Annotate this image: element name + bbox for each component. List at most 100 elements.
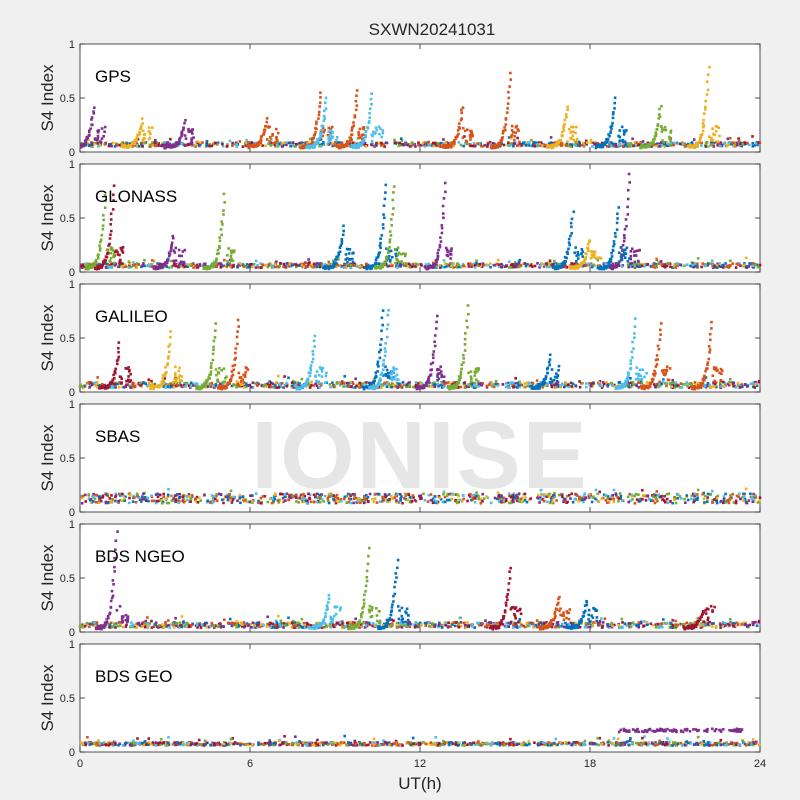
data-point	[393, 138, 396, 142]
data-point	[282, 386, 285, 389]
data-point	[716, 140, 719, 144]
data-point	[469, 144, 473, 148]
data-point	[116, 362, 119, 366]
data-point	[694, 144, 697, 147]
data-point	[493, 146, 497, 150]
data-point	[466, 128, 469, 131]
data-point	[696, 386, 700, 390]
data-point	[665, 141, 669, 145]
data-point	[349, 139, 352, 142]
data-point	[292, 379, 295, 383]
data-point	[376, 384, 379, 387]
data-point	[274, 265, 277, 269]
data-point	[118, 253, 121, 257]
data-point	[581, 382, 584, 385]
data-point	[370, 385, 373, 389]
data-point	[169, 137, 172, 141]
data-point	[162, 373, 165, 377]
data-point	[355, 89, 359, 92]
data-point	[357, 133, 360, 137]
data-point	[96, 382, 99, 385]
data-point	[390, 384, 393, 387]
data-point	[266, 265, 270, 269]
data-point	[599, 265, 602, 268]
data-point	[214, 329, 217, 332]
data-point	[595, 499, 599, 502]
data-point	[474, 384, 477, 388]
data-point	[98, 247, 102, 250]
data-point	[435, 327, 438, 330]
data-point	[623, 140, 627, 144]
data-point	[625, 224, 628, 228]
data-point	[104, 266, 108, 269]
data-point	[612, 266, 616, 269]
data-point	[616, 212, 619, 216]
data-point	[657, 347, 661, 351]
data-point	[606, 385, 609, 388]
data-point	[704, 376, 708, 379]
data-point	[393, 375, 397, 378]
data-point	[290, 381, 294, 384]
data-point	[582, 500, 585, 504]
data-point	[433, 344, 437, 348]
data-point	[235, 383, 238, 387]
data-point	[381, 323, 384, 327]
data-point	[355, 94, 358, 97]
data-point	[589, 263, 592, 267]
data-point	[586, 243, 590, 246]
data-point	[377, 254, 380, 257]
data-point	[553, 141, 557, 144]
data-point	[106, 251, 110, 255]
data-point	[374, 131, 377, 135]
data-point	[547, 144, 550, 147]
data-point	[176, 493, 179, 496]
data-point	[368, 120, 371, 123]
data-point	[528, 385, 532, 388]
data-point	[182, 261, 186, 265]
data-point	[563, 255, 567, 259]
data-point	[613, 101, 616, 105]
data-point	[379, 384, 382, 387]
data-point	[118, 262, 121, 265]
data-point	[427, 143, 431, 147]
data-point	[346, 141, 350, 144]
data-point	[537, 385, 540, 389]
data-point	[554, 267, 558, 271]
data-point	[656, 358, 659, 361]
data-point	[348, 140, 352, 144]
data-point	[275, 135, 278, 139]
data-point	[244, 264, 248, 268]
data-point	[711, 139, 715, 142]
data-point	[357, 131, 360, 134]
data-point	[543, 145, 546, 148]
data-point	[210, 381, 214, 385]
data-point	[679, 142, 682, 145]
data-point	[238, 385, 241, 388]
data-point	[307, 382, 310, 385]
data-point	[123, 142, 127, 145]
data-point	[365, 381, 368, 384]
data-point	[293, 384, 297, 388]
data-point	[511, 381, 515, 385]
data-point	[460, 117, 463, 120]
data-point	[131, 384, 135, 388]
data-point	[182, 384, 186, 387]
data-point	[139, 127, 143, 130]
data-point	[711, 143, 715, 146]
data-point	[444, 190, 447, 194]
data-point	[118, 143, 121, 147]
data-point	[176, 144, 180, 147]
data-point	[350, 133, 354, 136]
data-point	[99, 141, 103, 144]
data-point	[229, 249, 233, 253]
data-point	[383, 216, 386, 220]
data-point	[112, 373, 115, 377]
data-point	[318, 366, 322, 369]
data-point	[451, 387, 454, 390]
data-point	[326, 499, 330, 503]
data-point	[206, 378, 210, 382]
data-point	[165, 261, 169, 264]
data-point	[145, 384, 149, 388]
data-point	[148, 265, 151, 268]
data-point	[173, 145, 176, 148]
